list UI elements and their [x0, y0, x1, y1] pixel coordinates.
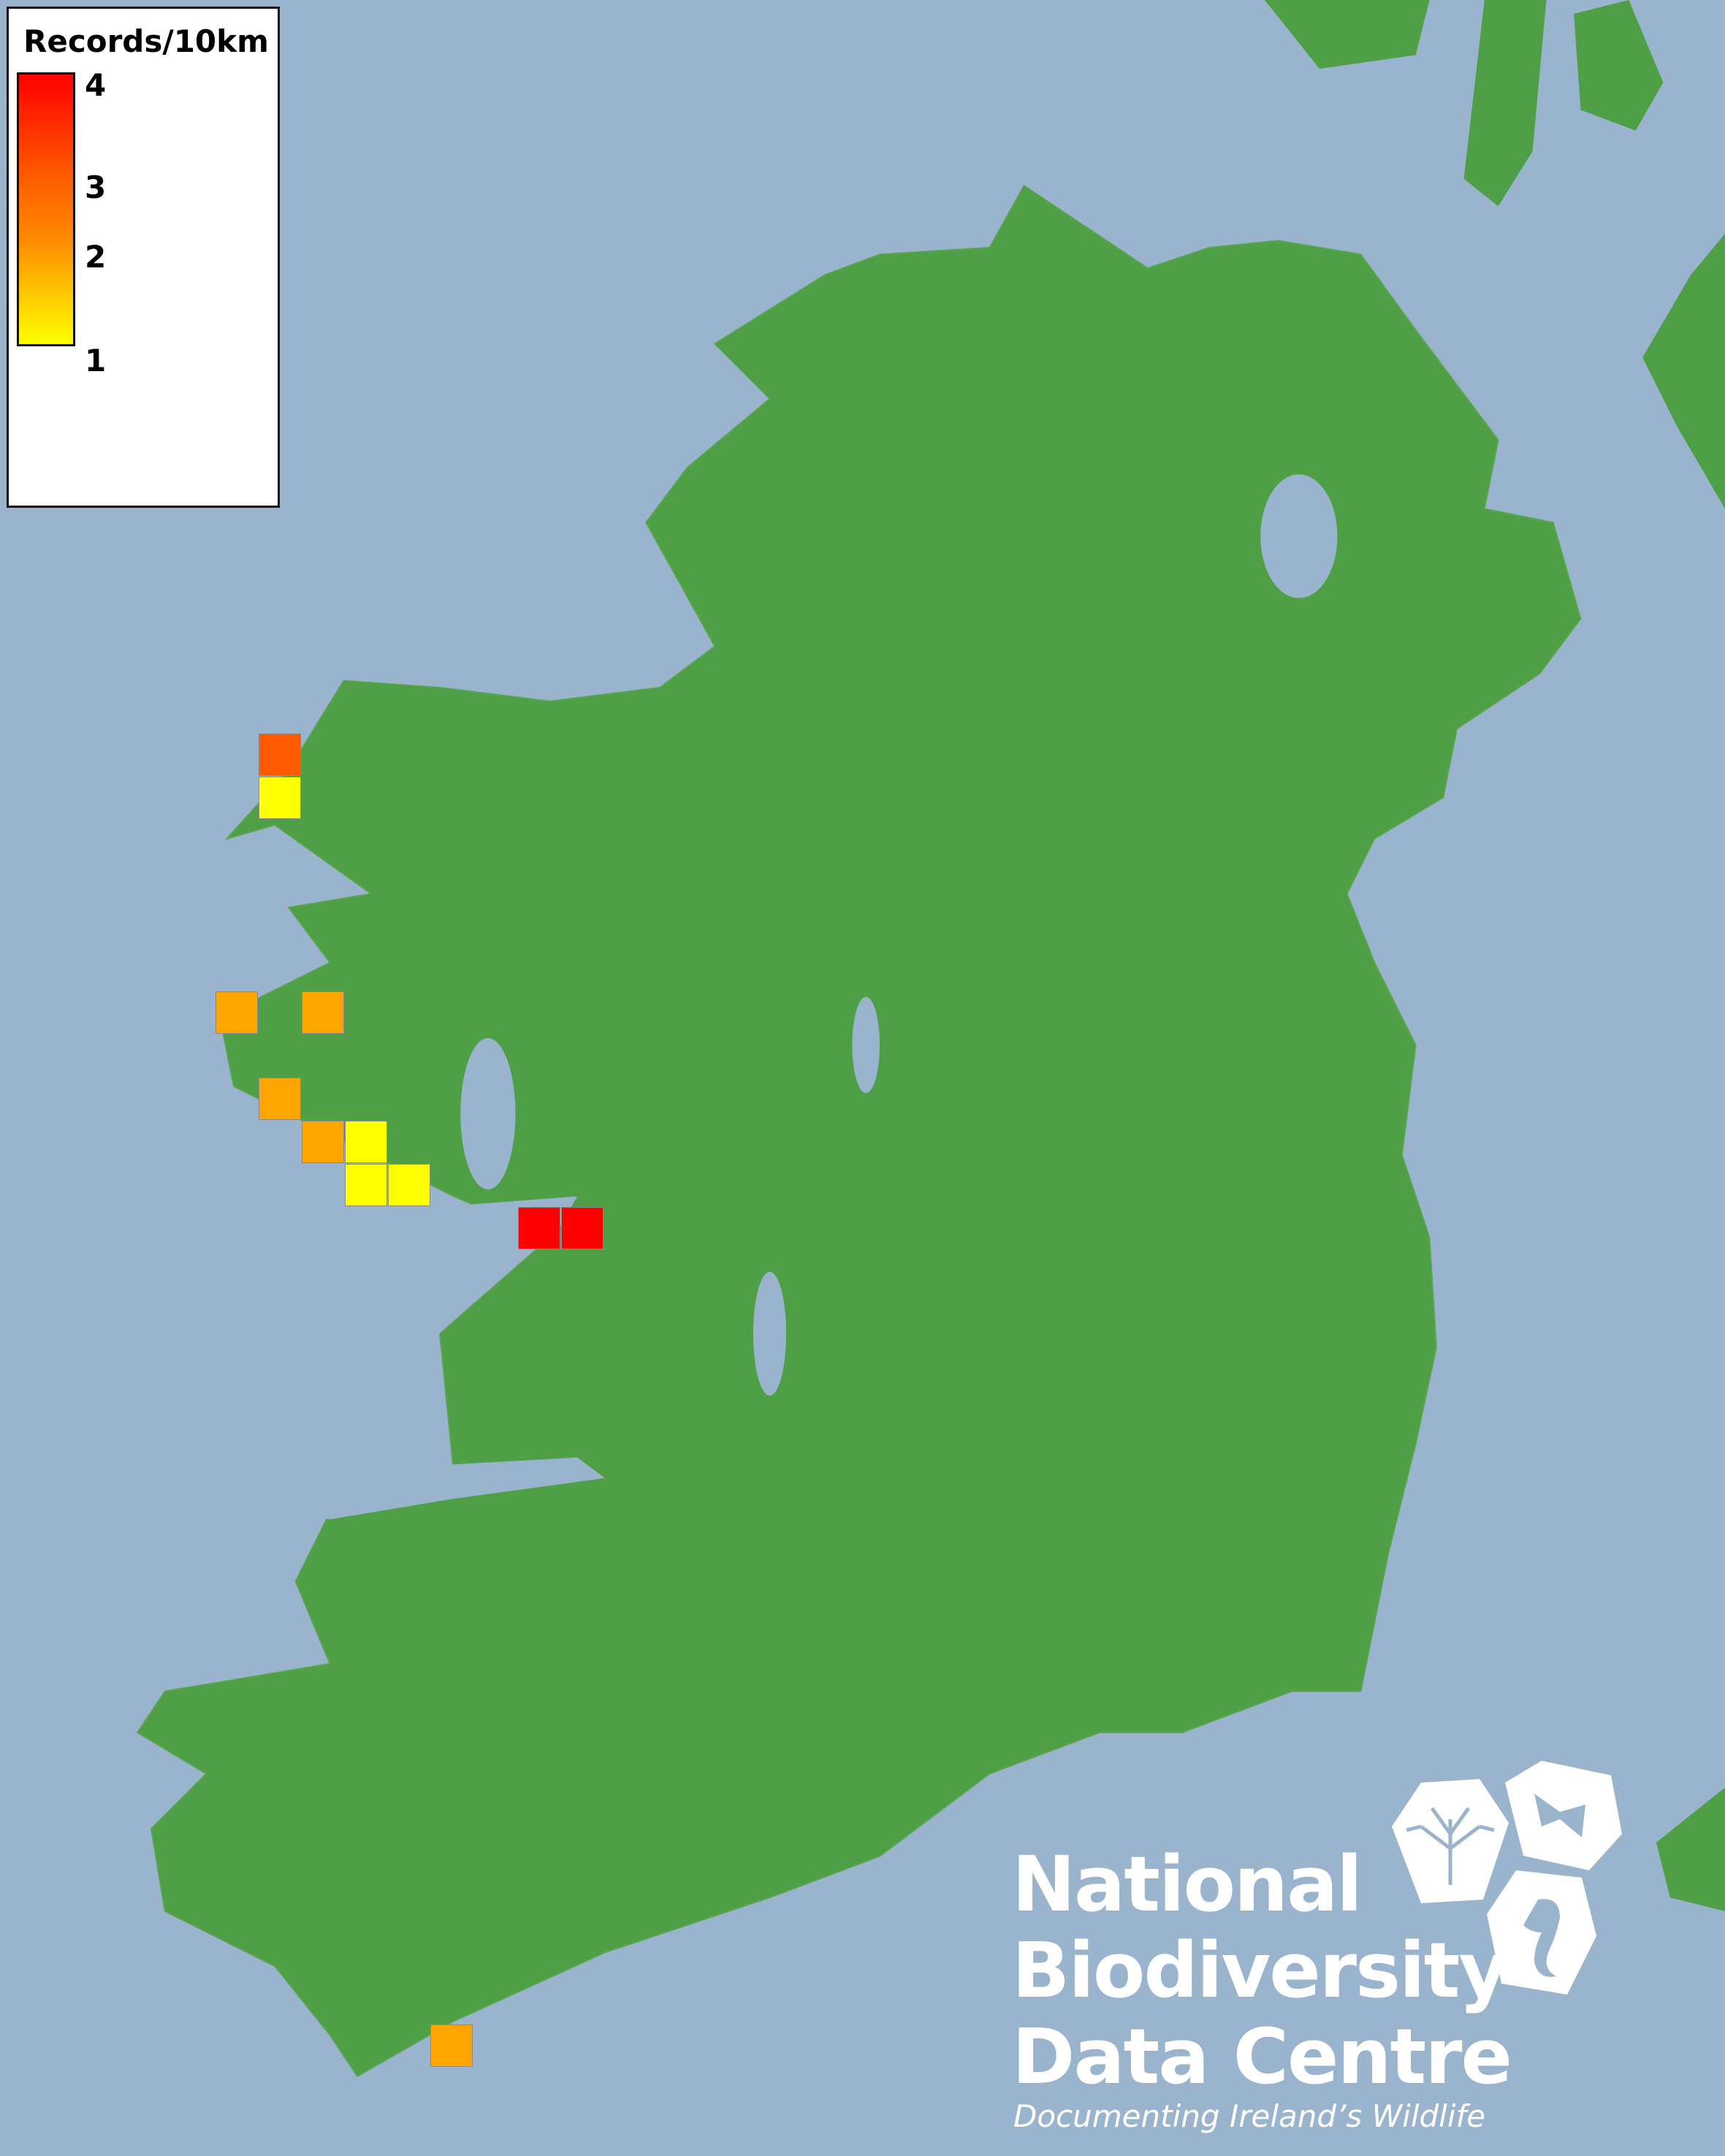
legend: Records/10km 4 3 2 1 [7, 7, 280, 508]
legend-tick-1: 1 [85, 343, 107, 378]
record-cell-value-2[interactable] [302, 991, 344, 1034]
logo-hexagons [1392, 1761, 1622, 1995]
nbdc-logo: National Biodiversity Data Centre Docume… [1012, 1761, 1633, 2141]
lough-ree [852, 997, 880, 1094]
record-cell-value-2[interactable] [216, 991, 258, 1034]
record-cell-value-3[interactable] [259, 734, 301, 776]
isle-of-man [1656, 1787, 1725, 1912]
ireland-landmass [136, 184, 1582, 2078]
tree-icon [1406, 1807, 1495, 1885]
logo-line-national: National [1012, 1840, 1363, 1929]
lough-corrib [460, 1037, 516, 1189]
legend-tick-2: 2 [85, 239, 107, 275]
shannon-estuary [295, 1457, 605, 1520]
record-cell-value-1[interactable] [345, 1121, 387, 1163]
record-cell-value-4[interactable] [561, 1207, 603, 1249]
legend-color-ramp [17, 72, 75, 346]
lough-neagh [1260, 474, 1338, 598]
scotland-coast [1264, 0, 1430, 69]
logo-tagline: Documenting Ireland’s Wildlife [1013, 2098, 1486, 2134]
butterfly-icon [1534, 1794, 1585, 1837]
legend-tick-4: 4 [85, 67, 107, 103]
logo-line-data-centre: Data Centre [1012, 2012, 1512, 2101]
record-cell-value-2[interactable] [430, 2024, 473, 2067]
logo-line-biodiversity: Biodiversity [1012, 1926, 1508, 2015]
scotland-mainland [1642, 233, 1725, 509]
record-cell-value-2[interactable] [259, 1078, 301, 1120]
record-cell-value-2[interactable] [302, 1121, 344, 1163]
scotland-island [1463, 0, 1547, 207]
lough-derg [753, 1271, 787, 1396]
record-cell-value-1[interactable] [259, 777, 301, 819]
logo-wordmark: National Biodiversity Data Centre [1012, 1840, 1512, 2101]
legend-title: Records/10km [23, 23, 269, 59]
scotland-island [1574, 0, 1664, 131]
record-cell-value-1[interactable] [345, 1164, 387, 1206]
record-cell-value-1[interactable] [388, 1164, 430, 1206]
legend-tick-3: 3 [85, 169, 107, 205]
record-cell-value-4[interactable] [518, 1207, 560, 1249]
seahorse-icon [1523, 1899, 1560, 1977]
